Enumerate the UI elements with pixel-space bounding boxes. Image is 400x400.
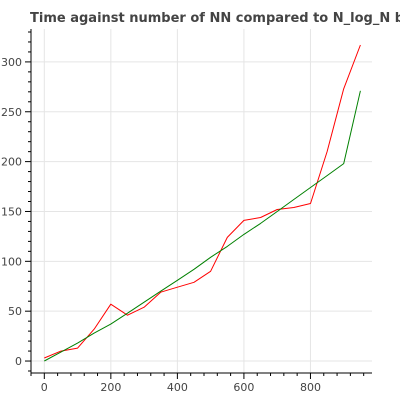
x-tick-label: 0 [41,381,48,394]
axes: 0 200 400 600 800 0 50 100 150 200 250 300 [1,29,372,394]
y-tick-label: 100 [1,255,22,268]
x-tick-label: 800 [300,381,321,394]
x-tick-label: 600 [233,381,254,394]
y-tick-label: 250 [1,106,22,119]
grid [31,29,372,373]
y-tick-label: 150 [1,205,22,218]
x-tick-label: 400 [167,381,188,394]
y-tick-label: 200 [1,156,22,169]
x-tick-label: 200 [100,381,121,394]
series-line-1 [44,44,361,359]
y-tick-label: 50 [8,305,22,318]
y-tick-label: 300 [1,56,22,69]
series-layer [44,44,361,362]
chart-title: Time against number of NN compared to N_… [30,11,400,26]
series-line-2 [44,90,361,362]
y-tick-label: 0 [15,355,22,368]
